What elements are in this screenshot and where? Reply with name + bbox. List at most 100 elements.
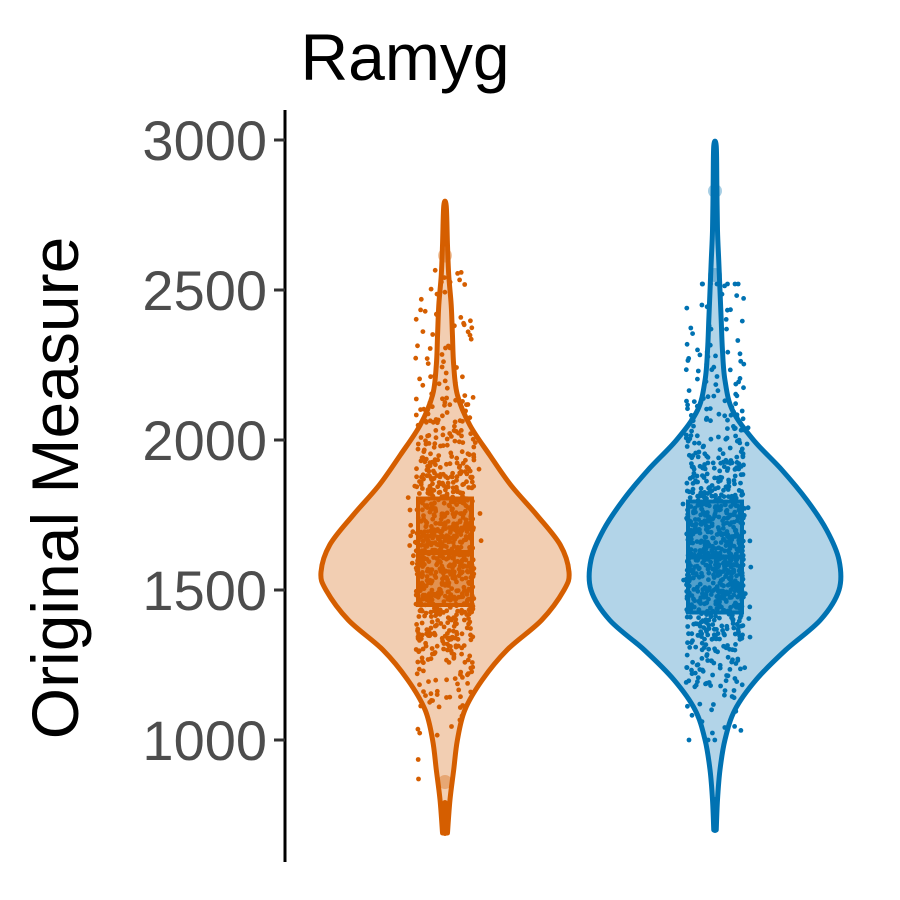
jitter-point [712, 646, 717, 652]
violin-group [318, 198, 572, 836]
jitter-point [691, 399, 697, 404]
jitter-point [433, 613, 438, 619]
jitter-point [436, 480, 442, 485]
jitter-point [425, 411, 431, 417]
jitter-point [450, 485, 456, 491]
jitter-point [729, 404, 735, 410]
jitter-point [419, 655, 425, 661]
jitter-point [410, 529, 416, 535]
jitter-point [451, 655, 457, 661]
jitter-point [687, 495, 693, 500]
jitter-point [430, 332, 436, 337]
jitter-point [686, 489, 692, 495]
y-axis-label: Original Measure [18, 237, 92, 740]
jitter-point [438, 621, 444, 626]
jitter-point [433, 417, 439, 422]
jitter-point [736, 465, 742, 471]
jitter-point [449, 617, 454, 623]
jitter-point [697, 623, 703, 629]
jitter-point [472, 440, 478, 445]
jitter-point [413, 316, 419, 322]
outlier-point [438, 248, 452, 263]
jitter-point [684, 652, 690, 658]
jitter-point [433, 623, 439, 629]
jitter-point [443, 370, 449, 376]
jitter-point [689, 640, 694, 645]
jitter-point [717, 615, 722, 621]
jitter-point [445, 475, 450, 481]
jitter-point [426, 679, 431, 684]
jitter-point [436, 607, 441, 613]
jitter-point [440, 413, 445, 419]
jitter-point [456, 465, 462, 470]
jitter-point [427, 463, 433, 469]
jitter-point [460, 418, 465, 424]
jitter-point [699, 634, 704, 639]
jitter-point [702, 495, 707, 501]
jitter-point [423, 693, 428, 698]
jitter-point [706, 622, 712, 628]
jitter-point [704, 304, 710, 310]
jitter-point [708, 326, 714, 332]
jitter-point [697, 352, 703, 358]
jitter-point [433, 435, 439, 441]
chart-title: Ramyg [300, 20, 509, 94]
jitter-point [734, 454, 740, 460]
jitter-point [468, 626, 473, 631]
jitter-point [689, 667, 694, 673]
jitter-point [428, 609, 434, 615]
jitter-point [684, 444, 690, 449]
jitter-point [690, 659, 695, 665]
jitter-point [738, 358, 744, 364]
jitter-point [711, 393, 717, 399]
jitter-point [738, 480, 743, 486]
jitter-point [688, 433, 694, 438]
jitter-point [454, 631, 460, 637]
jitter-point [705, 394, 711, 400]
jitter-point [460, 440, 466, 445]
jitter-point [713, 382, 719, 387]
jitter-point [745, 425, 751, 431]
jitter-point [469, 479, 475, 485]
jitter-point [452, 438, 458, 444]
jitter-point [414, 474, 419, 480]
jitter-point [441, 483, 447, 488]
jitter-point [732, 466, 738, 472]
jitter-point [429, 491, 434, 497]
jitter-point [745, 505, 751, 511]
jitter-point [686, 737, 692, 743]
jitter-point [702, 451, 708, 457]
jitter-point [462, 469, 468, 474]
jitter-point [746, 616, 752, 621]
jitter-point [725, 673, 731, 679]
jitter-point [444, 436, 450, 442]
jitter-point [735, 627, 741, 632]
jitter-point [457, 717, 463, 723]
jitter-point [452, 419, 458, 425]
jitter-point [420, 329, 426, 334]
jitter-point [694, 662, 700, 668]
jitter-point [452, 323, 457, 329]
jitter-point [723, 317, 729, 322]
jitter-point [416, 666, 422, 672]
jitter-point [722, 413, 728, 419]
jitter-point [738, 427, 744, 433]
jitter-point [427, 400, 433, 406]
jitter-point [690, 486, 696, 492]
jitter-point [459, 631, 465, 637]
jitter-point [462, 393, 468, 398]
jitter-point [433, 428, 439, 433]
jitter-point [732, 481, 737, 487]
jitter-point [453, 643, 459, 649]
jitter-point [408, 522, 414, 528]
jitter-point [705, 455, 711, 460]
jitter-point [684, 665, 690, 670]
jitter-point [703, 642, 709, 648]
jitter-point [701, 475, 707, 480]
jitter-point [462, 617, 467, 623]
jitter-point [408, 533, 414, 539]
jitter-point [438, 443, 443, 449]
jitter-point [712, 493, 718, 499]
jitter-point [454, 477, 459, 483]
jitter-point [447, 279, 453, 285]
